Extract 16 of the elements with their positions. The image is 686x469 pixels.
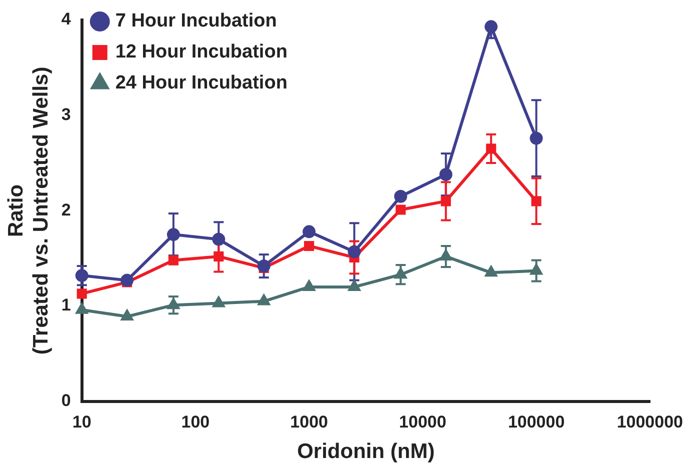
y-axis-title: Ratio (Treated vs. Untreated Wells)	[4, 66, 53, 355]
y-tick-label: 0	[61, 391, 71, 410]
y-tick-label: 4	[61, 10, 72, 29]
legend-label: 12 Hour Incubation	[115, 42, 288, 63]
x-tick-label: 100	[181, 412, 210, 432]
x-tick-label: 1000	[290, 412, 328, 432]
legend-label: 7 Hour Incubation	[115, 10, 277, 32]
x-tick-label: 10000	[399, 412, 446, 432]
y-tick-label: 3	[61, 105, 71, 124]
y-tick-label: 2	[61, 200, 71, 220]
x-axis-title: Oridonin (nM)	[297, 440, 435, 464]
x-tick-label: 1000000	[616, 412, 684, 432]
x-tick-label: 100000	[508, 412, 565, 432]
x-tick-label: 10	[72, 412, 92, 432]
legend-label: 24 Hour Incubation	[115, 72, 288, 94]
y-tick-label: 1	[61, 296, 71, 315]
